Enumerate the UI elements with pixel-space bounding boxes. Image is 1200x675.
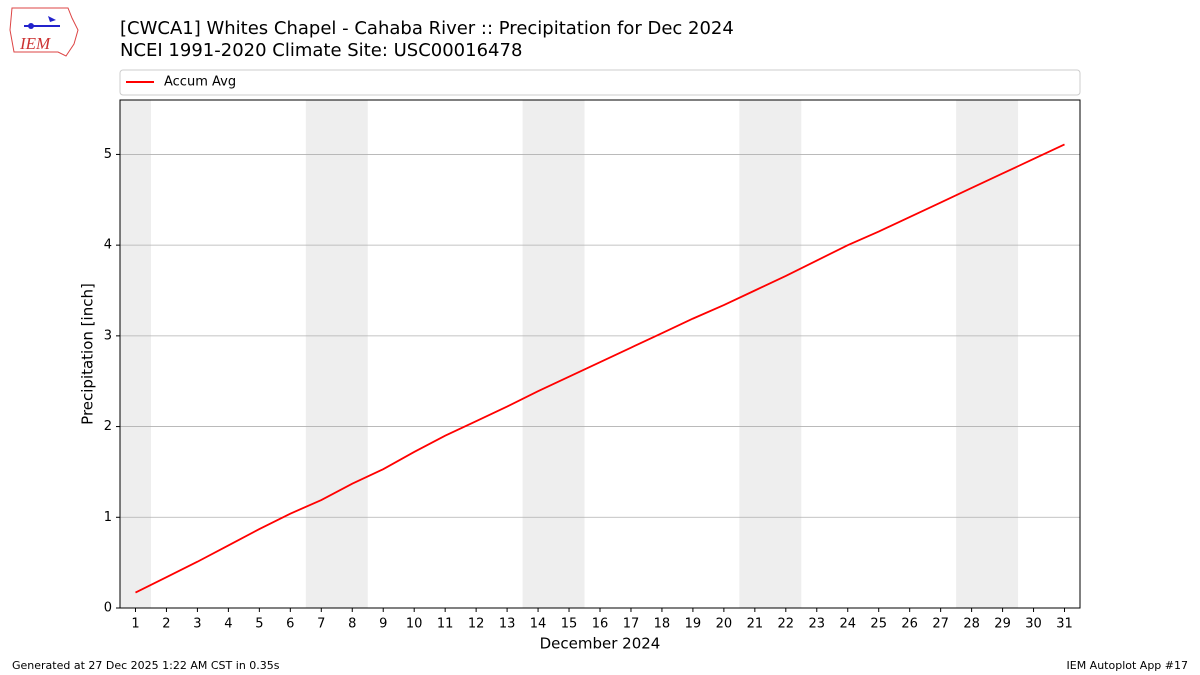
x-tick-label: 27 [932, 617, 949, 632]
logo-icon [28, 23, 34, 29]
x-axis-label: December 2024 [540, 635, 661, 653]
footer-right: IEM Autoplot App #17 [1067, 659, 1189, 672]
x-tick-label: 31 [1056, 617, 1073, 632]
x-tick-label: 26 [901, 617, 918, 632]
x-tick-label: 2 [162, 617, 170, 632]
y-axis-label: Precipitation [inch] [79, 283, 97, 425]
footer-left: Generated at 27 Dec 2025 1:22 AM CST in … [12, 659, 280, 672]
chart-subtitle: NCEI 1991-2020 Climate Site: USC00016478 [120, 40, 522, 61]
logo-text: IEM [19, 34, 51, 53]
plot-frame [119, 99, 1081, 609]
x-tick-label: 20 [716, 617, 733, 632]
chart-title: [CWCA1] Whites Chapel - Cahaba River :: … [120, 18, 734, 39]
y-tick-label: 1 [104, 510, 112, 525]
x-tick-label: 30 [1025, 617, 1042, 632]
x-tick-label: 14 [530, 617, 547, 632]
legend-label: Accum Avg [164, 75, 236, 90]
x-tick-label: 23 [809, 617, 826, 632]
x-tick-label: 11 [437, 617, 454, 632]
x-tick-label: 25 [870, 617, 887, 632]
x-tick-label: 29 [994, 617, 1011, 632]
logo: IEM [9, 7, 79, 57]
x-tick-label: 10 [406, 617, 423, 632]
x-tick-label: 19 [685, 617, 702, 632]
series-line [135, 143, 1065, 594]
legend-box [119, 69, 1081, 96]
x-tick-label: 28 [963, 617, 980, 632]
x-tick-label: 7 [317, 617, 325, 632]
x-tick-label: 6 [286, 617, 294, 632]
x-tick-label: 3 [193, 617, 201, 632]
x-tick-label: 8 [348, 617, 356, 632]
x-tick-label: 18 [654, 617, 671, 632]
x-tick-label: 13 [499, 617, 516, 632]
y-tick-label: 5 [104, 147, 112, 162]
x-tick-label: 12 [468, 617, 485, 632]
x-tick-label: 15 [561, 617, 578, 632]
logo-icon [48, 16, 56, 22]
x-tick-label: 16 [592, 617, 609, 632]
weekend-shade [120, 100, 151, 608]
weekend-shade [305, 100, 368, 608]
x-tick-label: 1 [131, 617, 139, 632]
x-tick-label: 5 [255, 617, 263, 632]
x-tick-label: 17 [623, 617, 640, 632]
weekend-shade [956, 100, 1019, 608]
weekend-shade [522, 100, 585, 608]
x-tick-label: 21 [747, 617, 764, 632]
x-tick-label: 22 [778, 617, 795, 632]
x-tick-label: 9 [379, 617, 387, 632]
y-tick-label: 4 [104, 238, 112, 253]
y-tick-label: 0 [104, 601, 112, 616]
x-tick-label: 4 [224, 617, 232, 632]
y-tick-label: 2 [104, 419, 112, 434]
logo-outline [9, 7, 79, 57]
weekend-shade [739, 100, 802, 608]
y-tick-label: 3 [104, 328, 112, 343]
x-tick-label: 24 [839, 617, 856, 632]
